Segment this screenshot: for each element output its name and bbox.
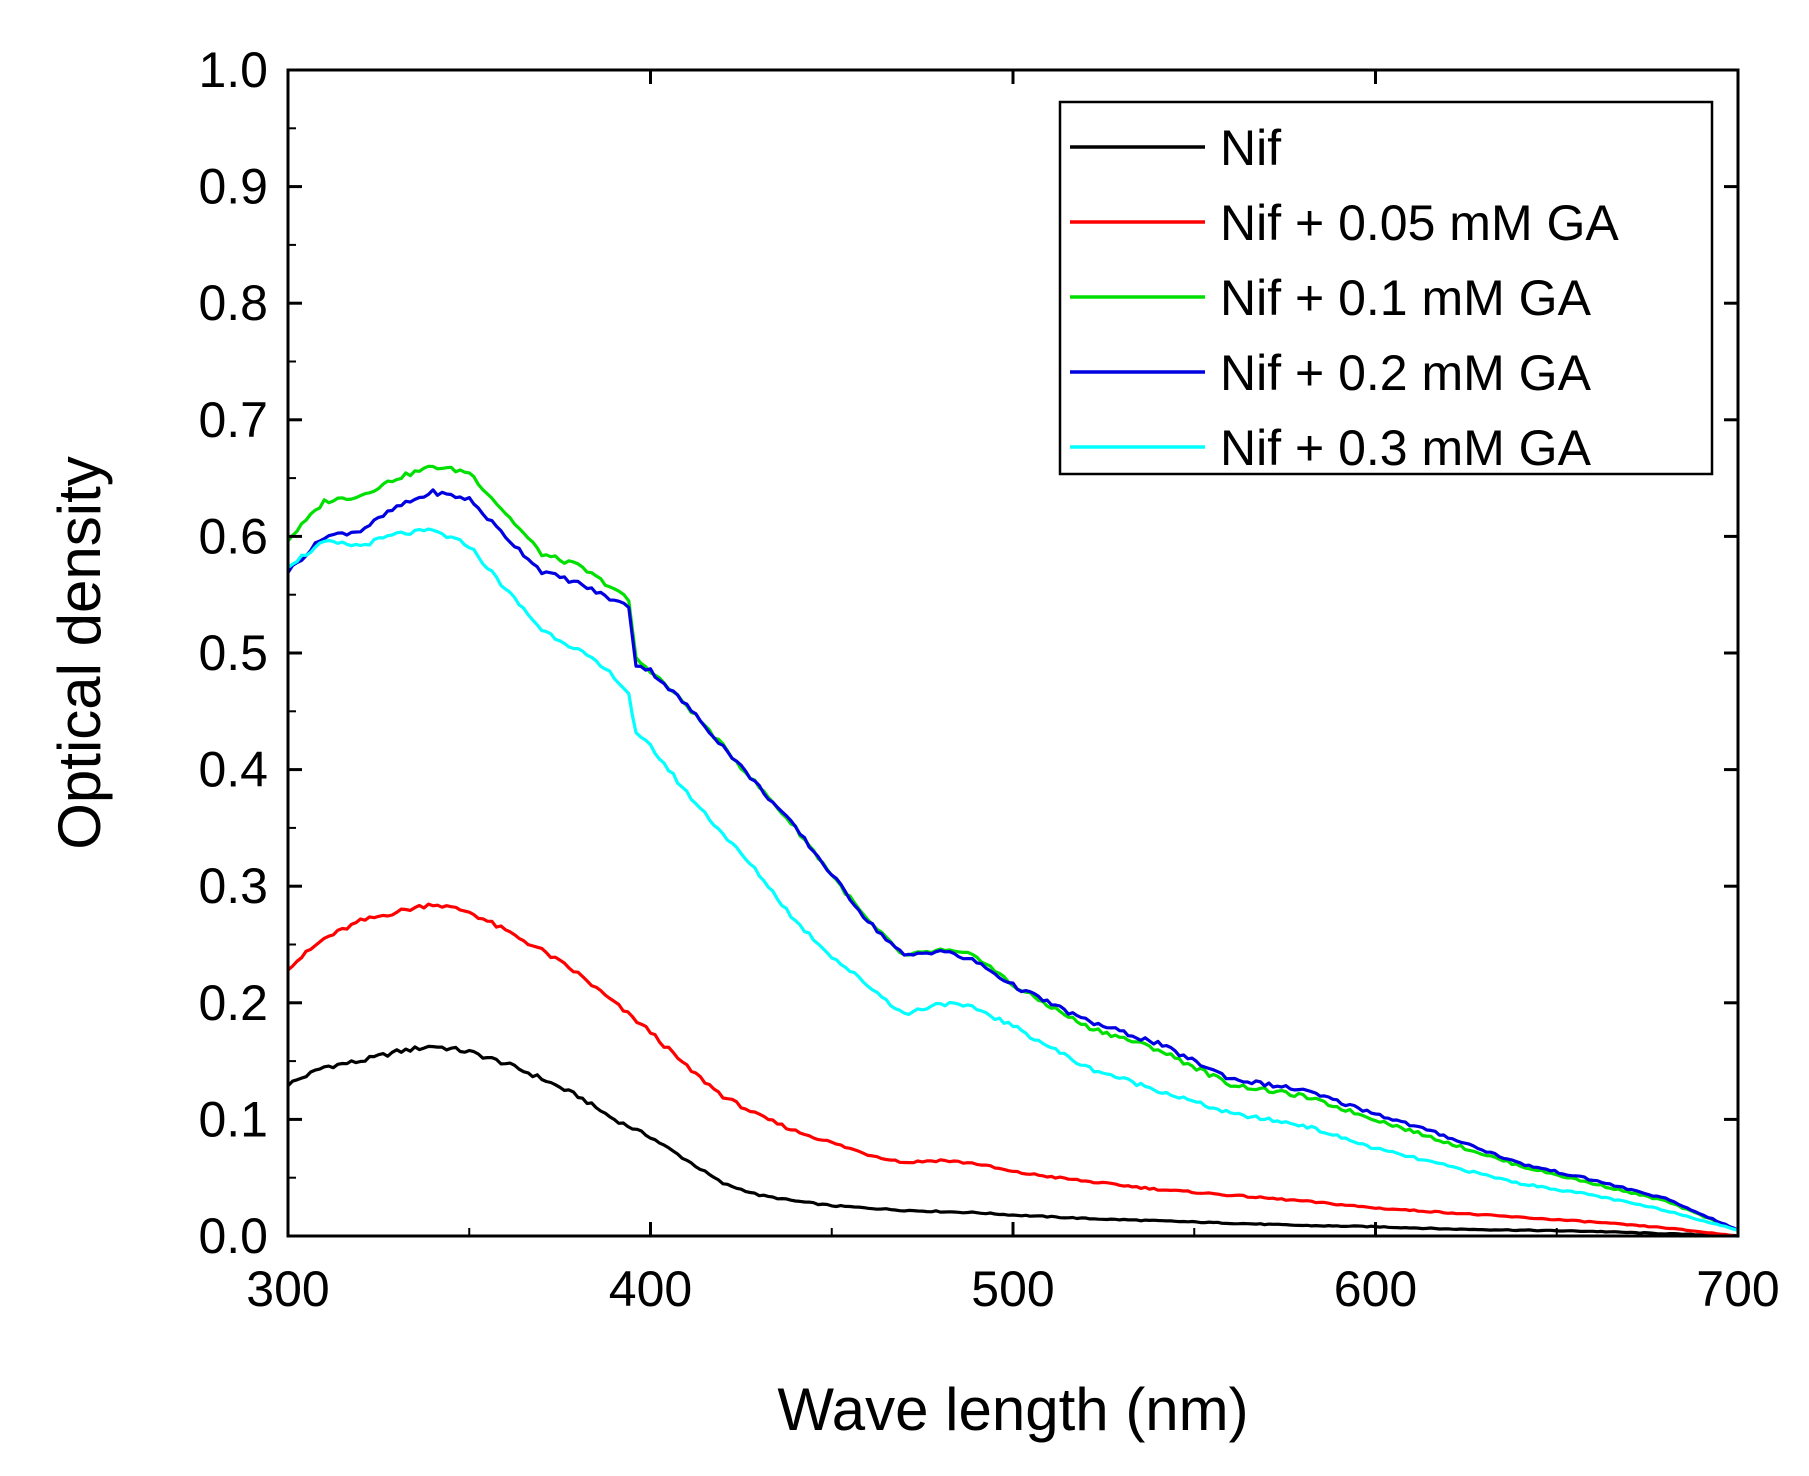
series-line-1 <box>286 1044 1739 1238</box>
y-tick-label: 0.9 <box>198 159 268 215</box>
legend-label-3: Nif + 0.1 mM GA <box>1220 270 1592 326</box>
x-tick-label: 400 <box>609 1261 692 1317</box>
x-tick-label: 700 <box>1696 1261 1779 1317</box>
y-tick-label: 0.3 <box>198 858 268 914</box>
y-tick-label: 0.5 <box>198 625 268 681</box>
plot-area <box>286 464 1739 1238</box>
x-tick-label: 600 <box>1334 1261 1417 1317</box>
y-tick-label: 0.2 <box>198 975 268 1031</box>
y-tick-label: 0.0 <box>198 1208 268 1264</box>
y-tick-label: 0.4 <box>198 742 268 798</box>
legend-box <box>1058 100 1714 476</box>
series-line-5 <box>287 527 1739 1232</box>
legend-label-2: Nif + 0.05 mM GA <box>1220 195 1619 251</box>
y-tick-label: 0.8 <box>198 275 268 331</box>
series-line-3 <box>286 464 1739 1232</box>
x-tick-label: 500 <box>971 1261 1054 1317</box>
y-tick-label: 0.6 <box>198 508 268 564</box>
legend-label-5: Nif + 0.3 mM GA <box>1220 420 1592 476</box>
y-tick-label: 0.7 <box>198 392 268 448</box>
x-tick-label: 300 <box>246 1261 329 1317</box>
legend-label-1: Nif <box>1220 120 1281 176</box>
series-line-4 <box>286 488 1739 1232</box>
legend-label-4: Nif + 0.2 mM GA <box>1220 345 1592 401</box>
y-tick-label: 0.1 <box>198 1091 268 1147</box>
legend: Nif Nif + 0.05 mM GA Nif + 0.1 mM GA Nif + … <box>1058 100 1714 476</box>
y-tick-label: 1.0 <box>198 42 268 98</box>
axes: 300 400 500 600 700 0.0 0.1 0.2 0.3 0.4 0.5 0.6 0.7 0… <box>198 42 1779 1317</box>
x-axis-title: Wave length (nm) <box>777 1376 1248 1443</box>
y-axis-title: Optical density <box>46 456 113 850</box>
series-line-2 <box>286 902 1739 1238</box>
